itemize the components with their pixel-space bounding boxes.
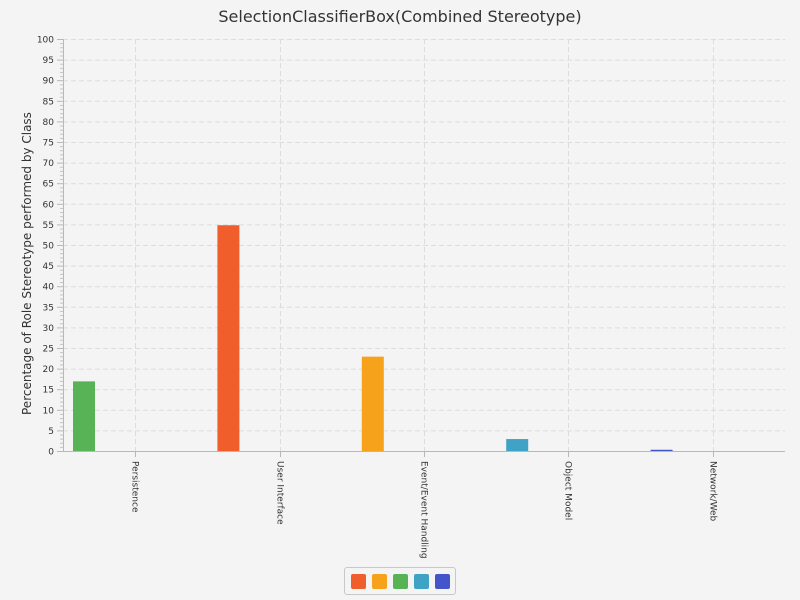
legend-swatch: [435, 574, 450, 589]
y-tick-label: 95: [43, 56, 54, 66]
legend-swatch: [414, 574, 429, 589]
y-tick-label: 50: [43, 242, 55, 252]
y-tick-label: 100: [37, 36, 54, 46]
y-tick-label: 15: [43, 386, 54, 396]
y-tick-label: 65: [43, 180, 54, 190]
bar: [73, 381, 95, 451]
y-tick-label: 35: [43, 303, 54, 313]
y-tick-label: 75: [43, 139, 54, 149]
y-tick-label: 45: [43, 262, 54, 272]
y-tick-label: 40: [43, 283, 55, 293]
y-tick-label: 5: [48, 427, 54, 437]
bar: [650, 449, 673, 451]
y-tick-label: 55: [43, 221, 54, 231]
y-tick-label: 80: [43, 118, 55, 128]
x-tick-label: Persistence: [130, 461, 140, 513]
legend-swatch: [372, 574, 387, 589]
bar: [217, 225, 240, 451]
y-tick-label: 85: [43, 97, 54, 107]
y-tick-label: 70: [43, 159, 55, 169]
bar: [361, 356, 384, 451]
y-tick-label: 10: [43, 406, 55, 416]
y-tick-label: 25: [43, 345, 54, 355]
legend: [344, 567, 456, 595]
legend-swatch: [351, 574, 366, 589]
x-tick-label: Network/Web: [708, 461, 718, 522]
y-tick-label: 20: [43, 365, 55, 375]
bar: [506, 439, 529, 451]
y-tick-label: 0: [48, 448, 54, 458]
x-tick-label: Object Model: [563, 461, 573, 520]
legend-swatch: [393, 574, 408, 589]
chart-title: SelectionClassifierBox(Combined Stereoty…: [218, 7, 582, 26]
y-tick-label: 60: [43, 200, 55, 210]
x-tick-label: User Interface: [275, 461, 285, 525]
y-tick-label: 90: [43, 77, 55, 87]
y-tick-label: 30: [43, 324, 55, 334]
x-tick-label: Event/Event Handling: [419, 461, 429, 559]
